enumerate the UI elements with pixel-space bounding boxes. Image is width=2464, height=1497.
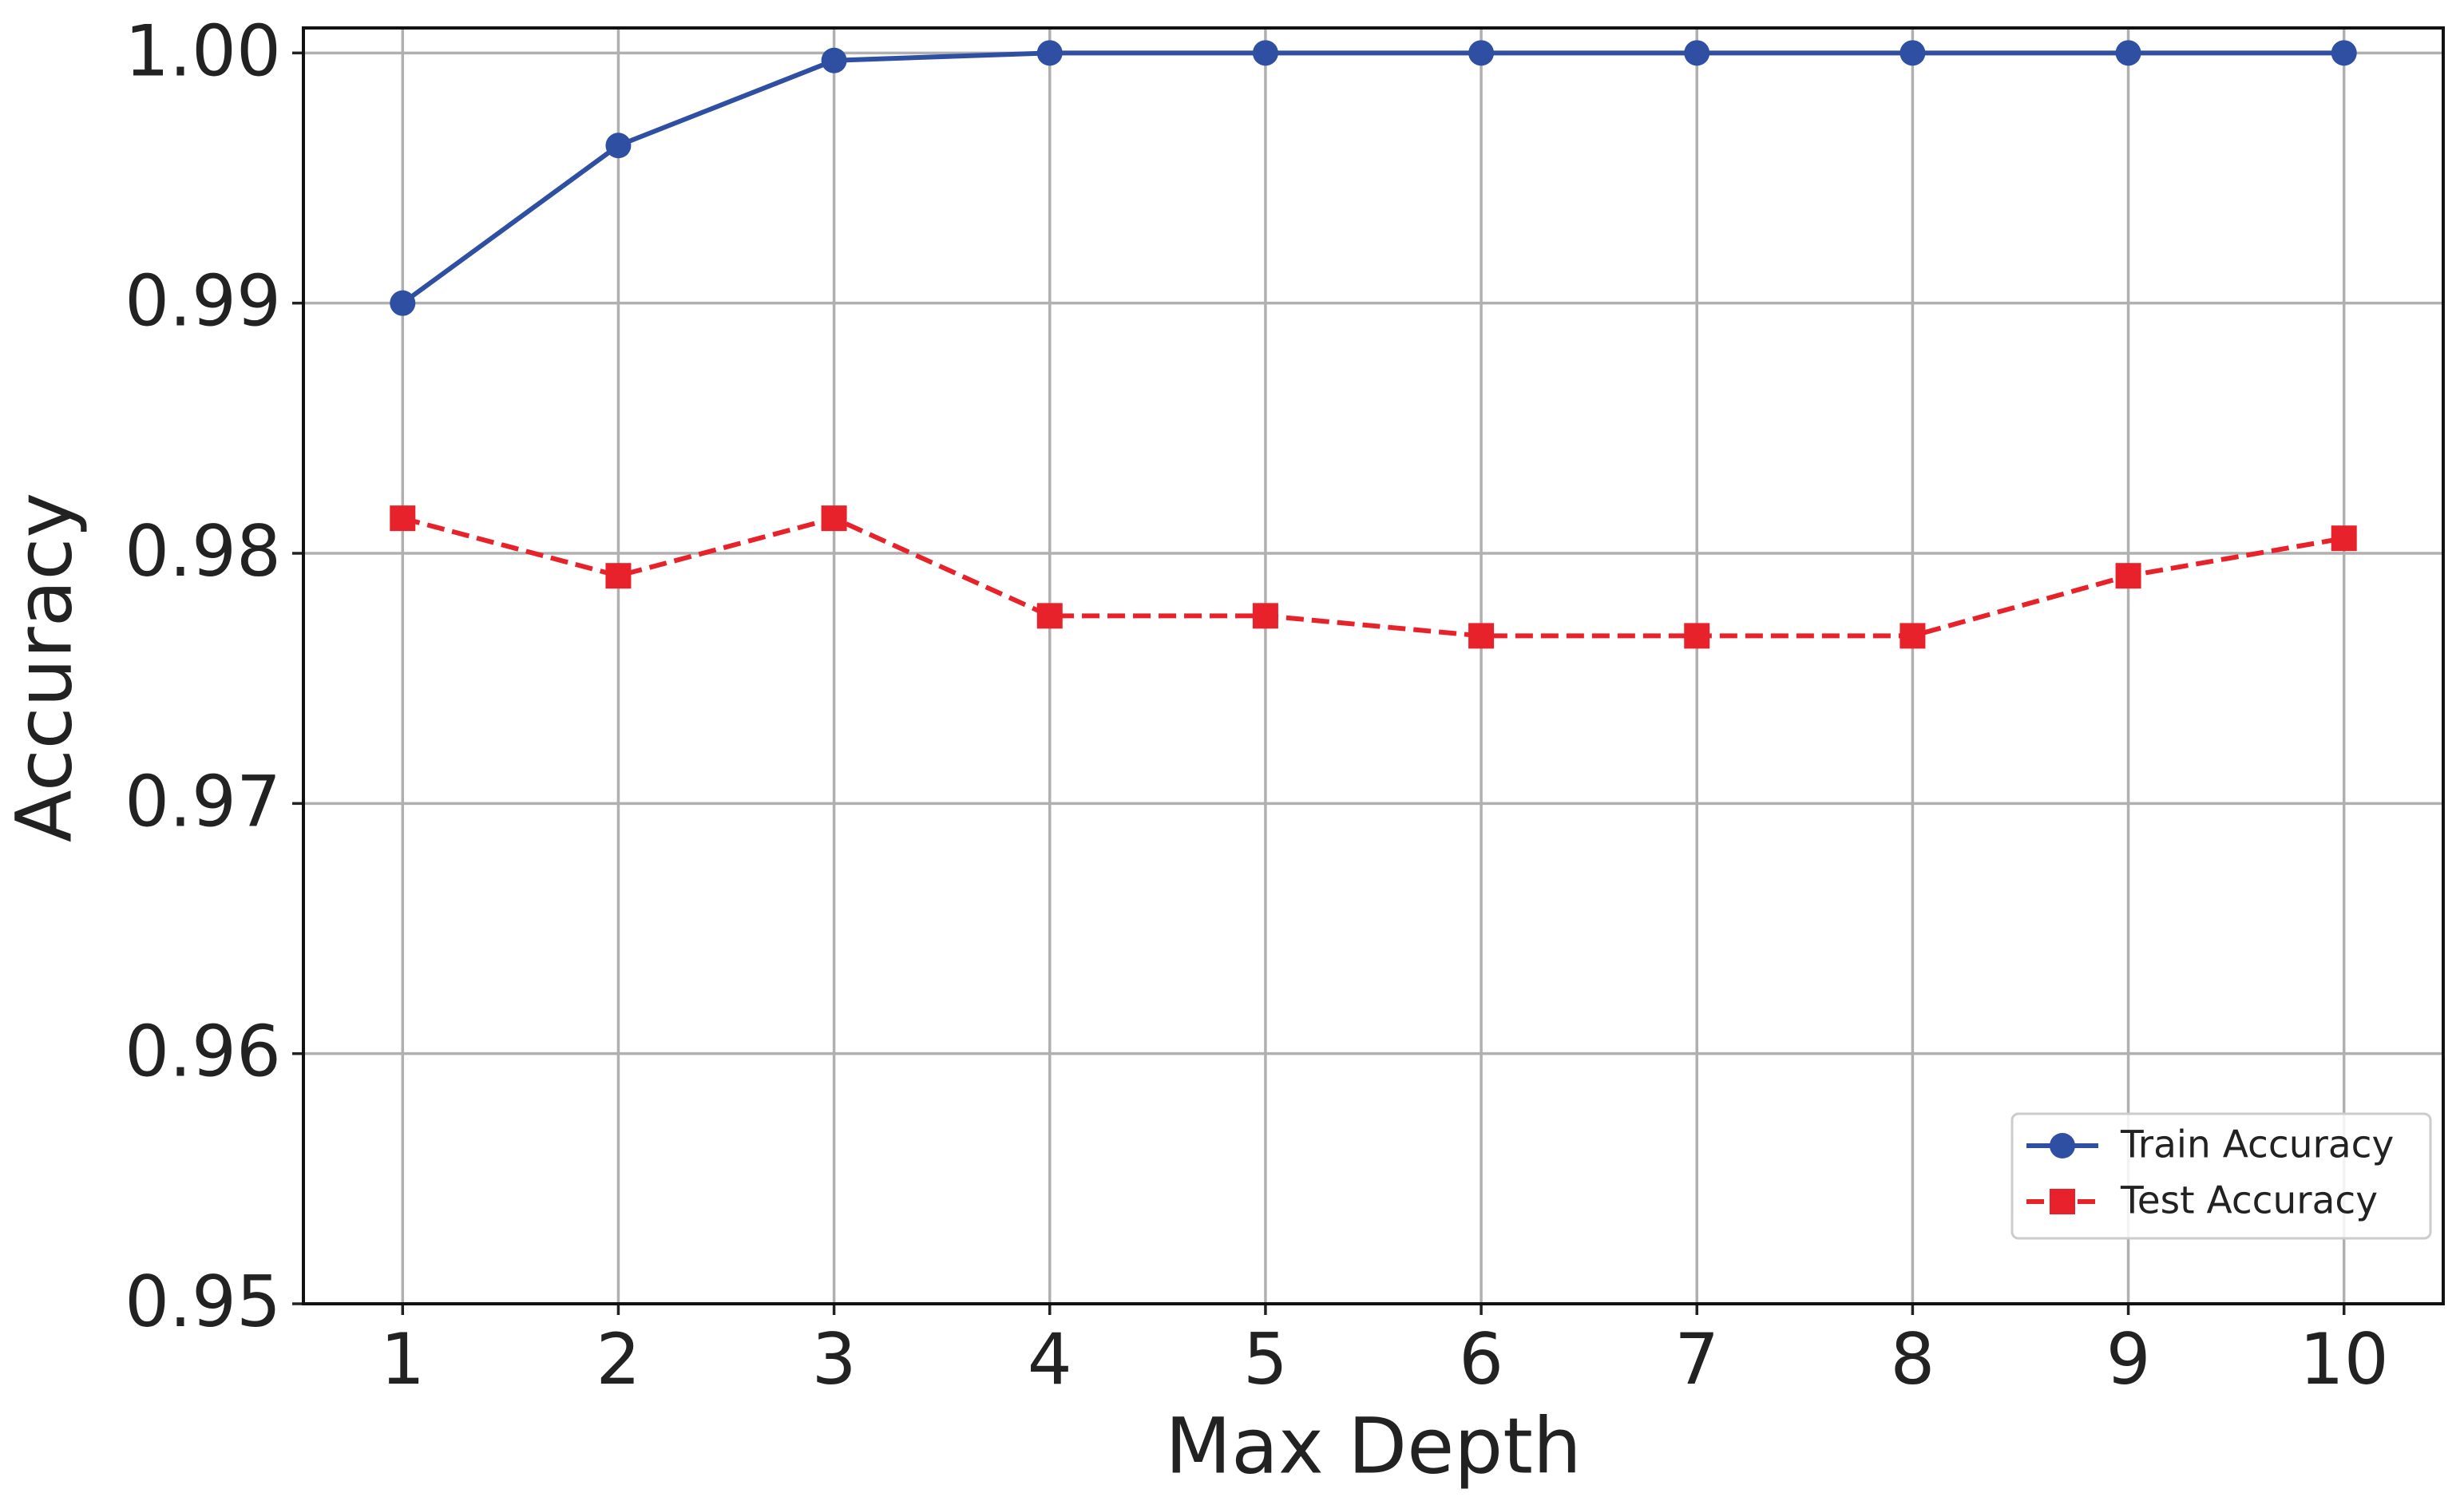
- data-point: [2115, 563, 2141, 589]
- x-tick-label: 2: [596, 1318, 640, 1400]
- data-point: [821, 505, 847, 532]
- data-point: [390, 505, 416, 532]
- data-point: [1036, 40, 1063, 66]
- data-point: [390, 290, 416, 316]
- y-axis-label: Accuracy: [0, 493, 89, 842]
- x-tick-label: 4: [1028, 1318, 1072, 1400]
- legend-label: Test Accuracy: [2120, 1179, 2378, 1223]
- data-point: [821, 47, 847, 73]
- series-line: [401, 50, 2344, 306]
- y-tick-label: 0.95: [125, 1261, 281, 1343]
- data-point: [2115, 40, 2141, 66]
- x-tick-label: 8: [1890, 1318, 1935, 1400]
- x-tick-label: 3: [812, 1318, 857, 1400]
- data-point: [2331, 525, 2357, 552]
- data-point: [1252, 40, 1278, 66]
- legend-marker: [2050, 1133, 2075, 1158]
- x-tick-label: 6: [1459, 1318, 1503, 1400]
- y-tick-label: 0.98: [125, 510, 281, 592]
- data-point: [1468, 40, 1495, 66]
- data-point: [1899, 40, 1926, 66]
- x-tick-label: 7: [1674, 1318, 1719, 1400]
- legend-label: Train Accuracy: [2120, 1123, 2394, 1167]
- data-point: [1468, 623, 1495, 649]
- data-point: [2331, 40, 2357, 66]
- data-point: [1252, 603, 1278, 629]
- data-point: [1036, 603, 1063, 629]
- data-point: [1684, 40, 1710, 66]
- plot-frame: [302, 26, 2445, 1305]
- data-point: [1684, 623, 1710, 649]
- x-tick-label: 5: [1243, 1318, 1288, 1400]
- series-line: [402, 515, 2345, 639]
- y-tick-label: 0.97: [125, 760, 281, 842]
- data-point: [605, 133, 632, 159]
- y-tick-label: 0.99: [125, 260, 281, 343]
- legend-box: [2010, 1112, 2432, 1240]
- x-tick-label: 10: [2300, 1318, 2389, 1400]
- legend: Train Accuracy Test Accuracy: [2010, 1112, 2432, 1240]
- y-tick-label: 0.96: [125, 1011, 281, 1093]
- data-point: [605, 563, 632, 589]
- y-tick-label: 1.00: [125, 10, 281, 92]
- x-tick-label: 1: [380, 1318, 425, 1400]
- legend-marker: [2050, 1189, 2075, 1214]
- data-point: [1899, 623, 1926, 649]
- x-tick-label: 9: [2106, 1318, 2151, 1400]
- x-axis-label: Max Depth: [1165, 1401, 1581, 1491]
